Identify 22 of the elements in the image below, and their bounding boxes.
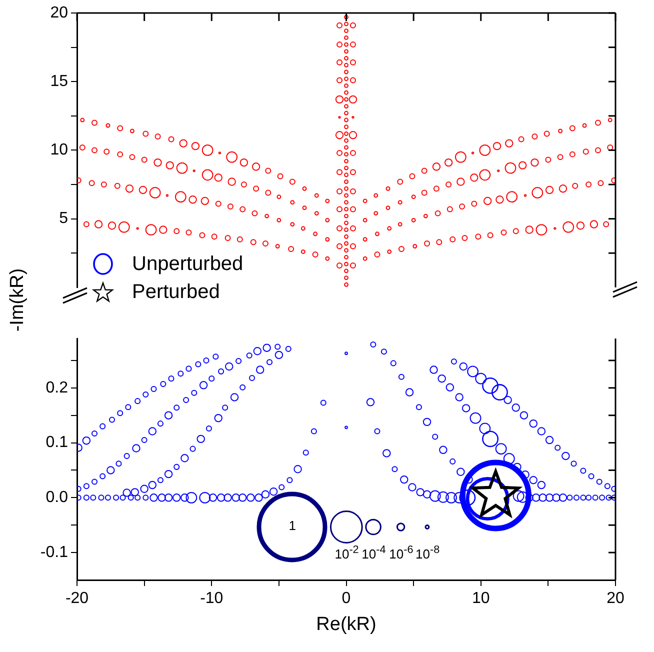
legend-label: Perturbed [132, 280, 220, 305]
annotation: 10$^{-8}$ [416, 544, 440, 562]
y-axis-title: -Im(kR) [7, 268, 29, 332]
y-tick-label: 0.0 [46, 489, 68, 506]
x-axis-title: Re(kR) [316, 614, 376, 635]
y-tick-label: 0.2 [46, 379, 68, 396]
y-tick-label: 20 [50, 4, 68, 22]
y-tick-label: 15 [50, 73, 68, 90]
x-tick-label: 10 [472, 590, 490, 608]
annotation: 1 [288, 518, 296, 533]
annotation: 10$^{-6}$ [389, 544, 414, 562]
y-tick-label: 5 [59, 210, 68, 228]
annotation: 10$^{-4}$ [362, 544, 386, 562]
y-tick-label: -0.1 [40, 544, 68, 561]
x-tick-label: -10 [200, 590, 224, 608]
y-tick-label: 10 [50, 142, 68, 159]
annotation: 10$^{-2}$ [334, 544, 359, 562]
x-tick-label: 20 [606, 590, 624, 608]
x-tick-label: -20 [65, 590, 89, 608]
legend-label: Unperturbed [132, 252, 244, 277]
x-tick-label: 0 [342, 590, 351, 608]
y-tick-label: 0.1 [46, 434, 68, 452]
